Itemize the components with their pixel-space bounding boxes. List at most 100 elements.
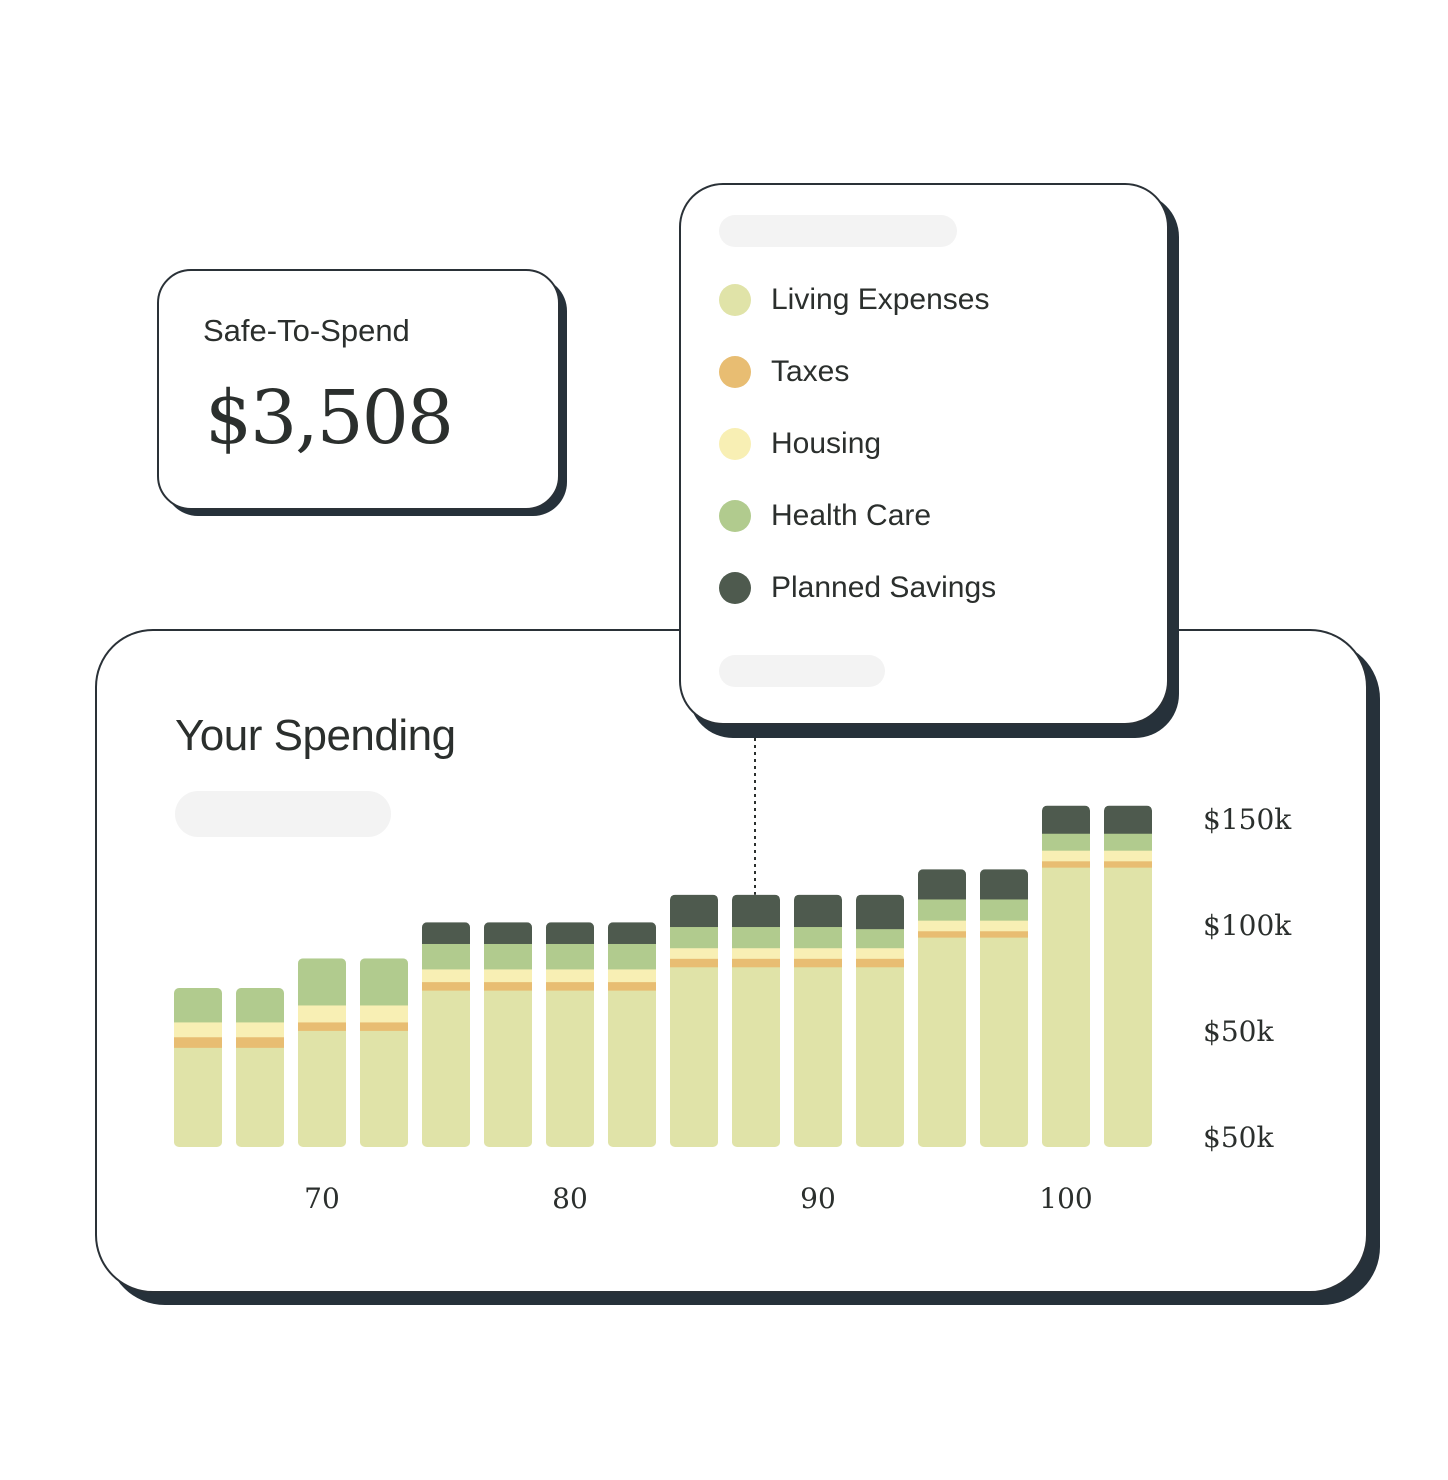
bar-segment-health-care [546, 943, 594, 970]
bar-stack[interactable] [422, 922, 470, 1148]
bar-segment-taxes [856, 958, 904, 968]
bar-segment-taxes [980, 930, 1028, 938]
bar-segment-living-expenses [918, 937, 966, 1148]
legend-card: Living Expenses Taxes Housing Health Car… [679, 183, 1169, 725]
bar-stack[interactable] [1104, 805, 1152, 1148]
bar-segment-living-expenses [236, 1047, 284, 1147]
bar-segment-taxes [794, 958, 842, 968]
bar-segment-taxes [918, 930, 966, 938]
bar-segment-planned-savings [794, 894, 842, 928]
bar-stack[interactable] [732, 894, 780, 1148]
bar-segment-housing [980, 920, 1028, 932]
health-care-dot-icon [719, 500, 751, 532]
bar-stack[interactable] [546, 922, 594, 1148]
bar-segment-planned-savings [546, 922, 594, 944]
legend-label: Health Care [771, 499, 932, 532]
y-tick-label: $50k [1203, 1015, 1274, 1048]
bar-segment-planned-savings [856, 894, 904, 930]
bar-segment-health-care [174, 988, 222, 1023]
bar-segment-planned-savings [918, 869, 966, 900]
bar-stack[interactable] [236, 988, 284, 1148]
bar-segment-housing [174, 1021, 222, 1038]
living-expenses-dot-icon [719, 284, 751, 316]
x-tick-label: 70 [304, 1182, 340, 1215]
bar-stack[interactable] [856, 894, 904, 1148]
bar-segment-taxes [298, 1021, 346, 1031]
bar-stack[interactable] [608, 922, 656, 1148]
legend-item-health-care: Health Care [719, 499, 931, 533]
bar-segment-housing [484, 968, 532, 983]
bar-segment-taxes [422, 981, 470, 991]
bar-segment-planned-savings [422, 922, 470, 944]
bar-segment-taxes [174, 1036, 222, 1048]
bar-segment-taxes [732, 958, 780, 968]
bar-segment-housing [298, 1004, 346, 1023]
legend-item-taxes: Taxes [719, 355, 849, 389]
bar-stack[interactable] [484, 922, 532, 1148]
bar-segment-living-expenses [1042, 867, 1090, 1147]
bar-segment-planned-savings [1104, 805, 1152, 834]
bar-segment-living-expenses [298, 1030, 346, 1147]
bar-segment-health-care [980, 898, 1028, 921]
placeholder-bar [719, 655, 885, 687]
bar-segment-living-expenses [360, 1030, 408, 1147]
bar-stack[interactable] [794, 894, 842, 1148]
bar-stack[interactable] [298, 958, 346, 1147]
bar-segment-housing [360, 1004, 408, 1023]
safe-to-spend-amount: $3,508 [205, 375, 454, 461]
bar-segment-planned-savings [980, 869, 1028, 900]
bar-segment-housing [670, 947, 718, 959]
bar-segment-health-care [298, 958, 346, 1006]
bar-segment-housing [732, 947, 780, 959]
planned-savings-dot-icon [719, 572, 751, 604]
bar-segment-housing [1104, 850, 1152, 862]
bar-segment-housing [856, 947, 904, 959]
bar-segment-taxes [608, 981, 656, 991]
spending-title: Your Spending [175, 711, 456, 760]
bar-segment-taxes [360, 1021, 408, 1031]
bar-segment-housing [236, 1021, 284, 1038]
bar-segment-taxes [236, 1036, 284, 1048]
placeholder-bar [175, 791, 391, 837]
bar-segment-health-care [918, 898, 966, 921]
bar-stack[interactable] [360, 958, 408, 1147]
bar-segment-living-expenses [422, 990, 470, 1148]
placeholder-bar [719, 215, 957, 247]
bar-segment-planned-savings [484, 922, 532, 944]
safe-to-spend-label: Safe-To-Spend [203, 313, 410, 348]
bar-segment-living-expenses [794, 966, 842, 1147]
bar-segment-living-expenses [1104, 867, 1152, 1147]
bar-segment-health-care [608, 943, 656, 970]
legend-label: Planned Savings [771, 571, 997, 604]
bar-segment-taxes [484, 981, 532, 991]
bar-segment-housing [1042, 850, 1090, 862]
bar-segment-planned-savings [732, 894, 780, 928]
bar-segment-health-care [422, 943, 470, 970]
legend-item-planned-savings: Planned Savings [719, 571, 996, 605]
bar-stack[interactable] [980, 869, 1028, 1148]
legend-label: Taxes [771, 355, 850, 388]
bar-stack[interactable] [918, 869, 966, 1148]
bar-segment-health-care [670, 926, 718, 949]
y-tick-label: $150k [1203, 803, 1292, 836]
safe-to-spend-card: Safe-To-Spend $3,508 [157, 269, 560, 510]
bar-segment-health-care [1104, 833, 1152, 851]
legend-label: Housing [771, 427, 882, 460]
x-tick-label: 80 [552, 1182, 588, 1215]
bar-segment-housing [546, 968, 594, 983]
bar-stack[interactable] [174, 988, 222, 1148]
bar-stack[interactable] [670, 894, 718, 1148]
bar-segment-taxes [1104, 860, 1152, 868]
bar-segment-health-care [484, 943, 532, 970]
bar-segment-planned-savings [608, 922, 656, 944]
y-tick-label: $50k [1203, 1121, 1274, 1154]
bar-stack[interactable] [1042, 805, 1090, 1148]
bar-segment-taxes [546, 981, 594, 991]
bar-segment-health-care [236, 988, 284, 1023]
bar-segment-health-care [732, 926, 780, 949]
bar-segment-planned-savings [1042, 805, 1090, 834]
bar-segment-housing [794, 947, 842, 959]
taxes-dot-icon [719, 356, 751, 388]
bar-segment-health-care [856, 928, 904, 949]
